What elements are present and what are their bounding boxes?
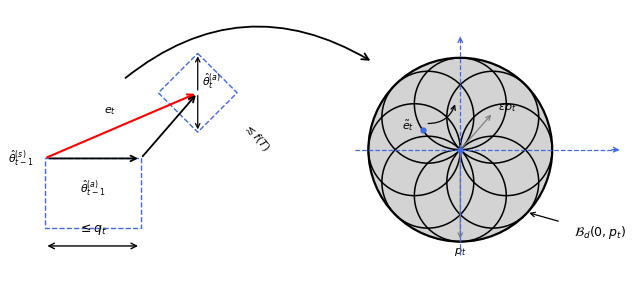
Text: $\hat{\theta}^{(a)}_t$: $\hat{\theta}^{(a)}_t$ (202, 71, 221, 91)
Text: $\mathcal{B}_d(0, p_t)$: $\mathcal{B}_d(0, p_t)$ (574, 224, 626, 241)
Text: $\tilde{e}_t$: $\tilde{e}_t$ (402, 118, 414, 133)
Text: $\hat{\theta}^{(a)}_{t-1}$: $\hat{\theta}^{(a)}_{t-1}$ (80, 178, 106, 198)
Text: $p_t$: $p_t$ (454, 246, 467, 258)
Text: $\leq q_t$: $\leq q_t$ (78, 222, 107, 237)
Text: $\hat{\theta}^{(s)}_{t-1}$: $\hat{\theta}^{(s)}_{t-1}$ (8, 149, 34, 168)
Text: $\epsilon p_t$: $\epsilon p_t$ (497, 102, 516, 114)
Text: $\lesssim f(T)$: $\lesssim f(T)$ (241, 119, 273, 154)
Text: $e_t$: $e_t$ (104, 105, 116, 117)
Circle shape (369, 58, 552, 242)
